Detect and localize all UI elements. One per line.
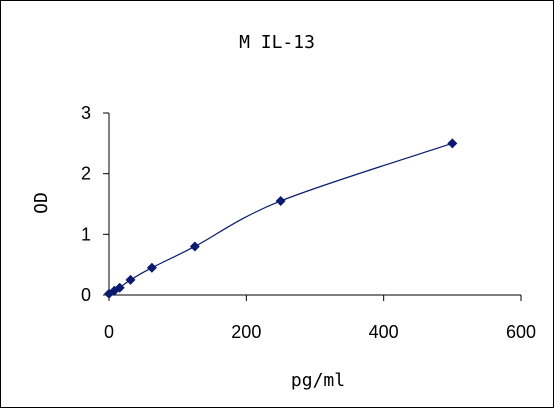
y-tick-label: 2 bbox=[81, 164, 91, 184]
data-point bbox=[125, 274, 136, 285]
y-tick-label: 0 bbox=[81, 285, 91, 305]
y-axis-label: OD bbox=[31, 192, 52, 214]
x-tick-label: 400 bbox=[369, 322, 399, 342]
data-point bbox=[275, 195, 286, 206]
data-point bbox=[146, 262, 157, 273]
y-tick-labels: 0 1 2 3 bbox=[81, 103, 91, 305]
x-tick-label: 0 bbox=[104, 322, 114, 342]
data-point bbox=[114, 282, 125, 293]
data-point bbox=[447, 138, 458, 149]
data-point bbox=[189, 241, 200, 252]
series-layer bbox=[104, 138, 458, 299]
x-axis-label: pg/ml bbox=[291, 370, 345, 391]
y-tick-label: 3 bbox=[81, 103, 91, 123]
axes bbox=[103, 112, 522, 301]
x-tick-label: 600 bbox=[506, 322, 536, 342]
y-tick-label: 1 bbox=[81, 224, 91, 244]
chart-title: M IL-13 bbox=[239, 32, 315, 53]
series-line bbox=[108, 142, 453, 295]
x-tick-label: 200 bbox=[231, 322, 261, 342]
x-tick-labels: 0 200 400 600 bbox=[104, 322, 536, 342]
